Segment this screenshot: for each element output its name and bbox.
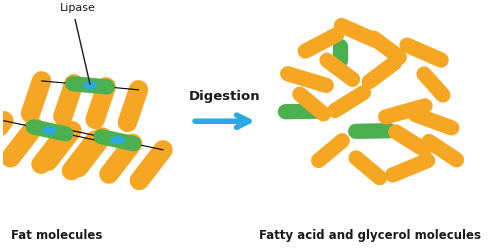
Text: Digestion: Digestion bbox=[189, 89, 261, 102]
Circle shape bbox=[84, 82, 96, 89]
Text: Lipase: Lipase bbox=[60, 3, 96, 13]
Circle shape bbox=[111, 137, 124, 144]
Text: Fat molecules: Fat molecules bbox=[10, 228, 102, 241]
Circle shape bbox=[43, 128, 56, 134]
Text: Fatty acid and glycerol molecules: Fatty acid and glycerol molecules bbox=[259, 228, 481, 241]
